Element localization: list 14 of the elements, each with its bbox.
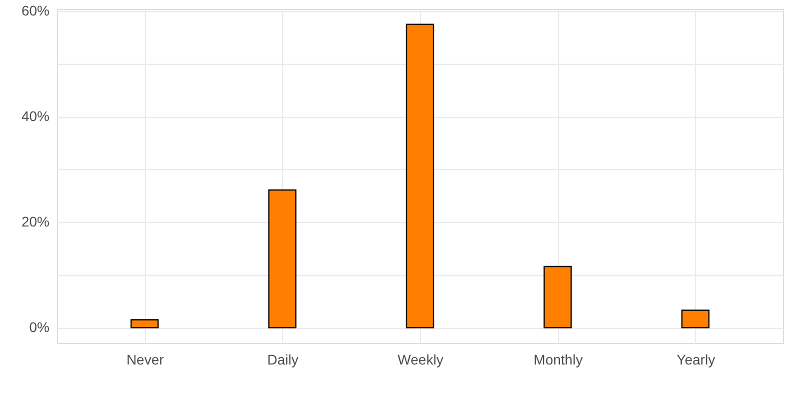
bar	[681, 310, 710, 328]
x-tick-label: Weekly	[398, 352, 444, 368]
y-tick-label: 20%	[21, 214, 50, 230]
bar	[406, 24, 434, 328]
y-tick-label: 60%	[21, 2, 50, 19]
bar	[268, 189, 296, 328]
bar	[130, 319, 159, 328]
x-tick-label: Monthly	[534, 352, 583, 368]
bar	[544, 266, 572, 328]
x-tick-label: Never	[126, 352, 164, 368]
x-tick-label: Yearly	[676, 352, 716, 368]
x-tick-label: Daily	[267, 352, 298, 368]
y-tick-label: 40%	[21, 108, 50, 124]
y-tick-label: 0%	[29, 319, 50, 336]
